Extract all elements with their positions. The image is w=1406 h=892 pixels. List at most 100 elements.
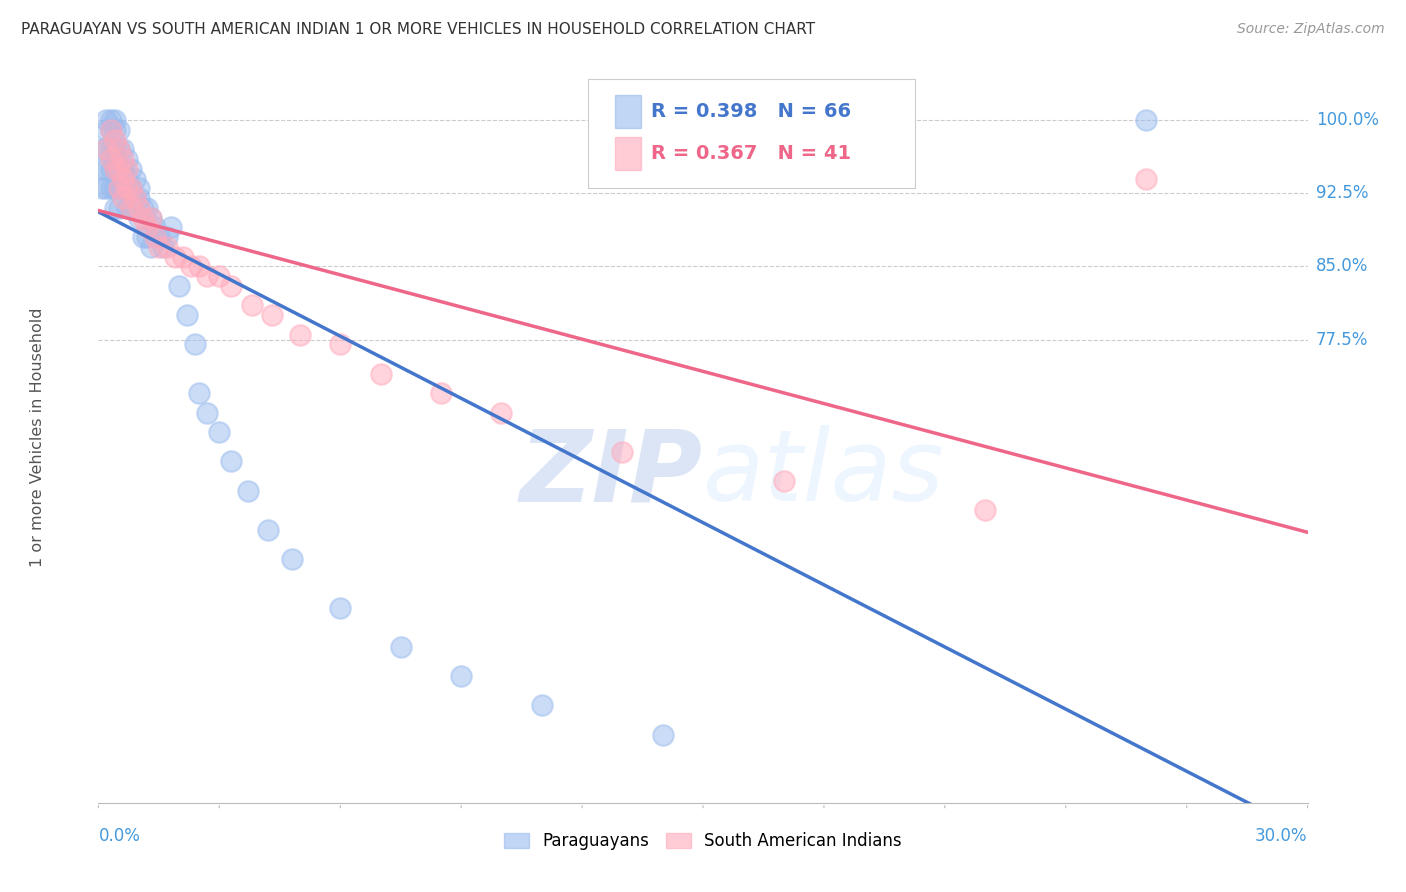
Point: [281, 552, 304, 566]
Point: [180, 260, 202, 274]
Point: [143, 220, 166, 235]
Point: [111, 171, 134, 186]
Point: [430, 386, 453, 401]
Point: [103, 123, 125, 137]
Point: [236, 483, 259, 498]
Point: [128, 191, 150, 205]
Point: [139, 240, 162, 254]
Point: [91, 142, 114, 156]
Point: [288, 327, 311, 342]
Point: [103, 113, 125, 128]
Point: [208, 425, 231, 440]
Point: [188, 260, 211, 274]
Point: [111, 161, 134, 176]
Point: [120, 201, 142, 215]
Point: [115, 201, 138, 215]
Point: [139, 211, 162, 225]
Point: [135, 201, 157, 215]
Text: PARAGUAYAN VS SOUTH AMERICAN INDIAN 1 OR MORE VEHICLES IN HOUSEHOLD CORRELATION : PARAGUAYAN VS SOUTH AMERICAN INDIAN 1 OR…: [21, 22, 815, 37]
Point: [163, 250, 186, 264]
Point: [115, 171, 138, 186]
Point: [148, 240, 170, 254]
Point: [107, 181, 129, 195]
Point: [128, 181, 150, 195]
Point: [176, 308, 198, 322]
Point: [135, 220, 157, 235]
Point: [143, 230, 166, 244]
Point: [103, 201, 125, 215]
Point: [120, 181, 142, 195]
Point: [107, 142, 129, 156]
Point: [156, 230, 179, 244]
Point: [221, 279, 243, 293]
Point: [100, 123, 122, 137]
Point: [148, 230, 170, 244]
Point: [100, 152, 122, 166]
Point: [370, 367, 392, 381]
Point: [115, 152, 138, 166]
Point: [100, 123, 122, 137]
Point: [96, 181, 118, 195]
Point: [91, 181, 114, 195]
Point: [240, 298, 263, 312]
Point: [111, 181, 134, 195]
Point: [491, 406, 513, 420]
Point: [156, 240, 179, 254]
Text: R = 0.398   N = 66: R = 0.398 N = 66: [651, 103, 851, 121]
Point: [103, 161, 125, 176]
Text: 100.0%: 100.0%: [1316, 112, 1379, 129]
Point: [107, 123, 129, 137]
Point: [132, 230, 155, 244]
Point: [152, 240, 174, 254]
Point: [96, 142, 118, 156]
Point: [188, 386, 211, 401]
Point: [329, 600, 352, 615]
Point: [107, 161, 129, 176]
Point: [96, 161, 118, 176]
Point: [1135, 171, 1157, 186]
Point: [132, 201, 155, 215]
Text: 77.5%: 77.5%: [1316, 331, 1368, 349]
Point: [974, 503, 997, 517]
Point: [184, 337, 207, 351]
Point: [103, 133, 125, 147]
Point: [124, 191, 146, 205]
Point: [91, 161, 114, 176]
Point: [450, 669, 472, 683]
Point: [103, 142, 125, 156]
Text: 30.0%: 30.0%: [1256, 827, 1308, 846]
Point: [139, 211, 162, 225]
Point: [115, 161, 138, 176]
Bar: [614, 137, 641, 170]
Text: 85.0%: 85.0%: [1316, 258, 1368, 276]
Point: [1135, 113, 1157, 128]
Point: [260, 308, 283, 322]
Text: atlas: atlas: [703, 425, 945, 522]
Point: [103, 161, 125, 176]
Text: ZIP: ZIP: [520, 425, 703, 522]
Point: [124, 191, 146, 205]
Point: [256, 523, 278, 537]
Text: R = 0.367   N = 41: R = 0.367 N = 41: [651, 145, 851, 163]
Point: [100, 142, 122, 156]
Point: [96, 113, 118, 128]
Point: [135, 230, 157, 244]
Text: Source: ZipAtlas.com: Source: ZipAtlas.com: [1237, 22, 1385, 37]
Point: [208, 269, 231, 284]
Text: 1 or more Vehicles in Household: 1 or more Vehicles in Household: [31, 308, 45, 566]
Point: [132, 211, 155, 225]
Point: [107, 161, 129, 176]
Point: [100, 113, 122, 128]
Point: [111, 142, 134, 156]
Text: 0.0%: 0.0%: [98, 827, 141, 846]
Point: [107, 142, 129, 156]
Point: [111, 191, 134, 205]
Point: [195, 406, 218, 420]
Point: [100, 181, 122, 195]
Legend: Paraguayans, South American Indians: Paraguayans, South American Indians: [498, 825, 908, 856]
Point: [530, 698, 553, 713]
Point: [124, 171, 146, 186]
Point: [612, 444, 634, 458]
Point: [128, 201, 150, 215]
Point: [128, 211, 150, 225]
